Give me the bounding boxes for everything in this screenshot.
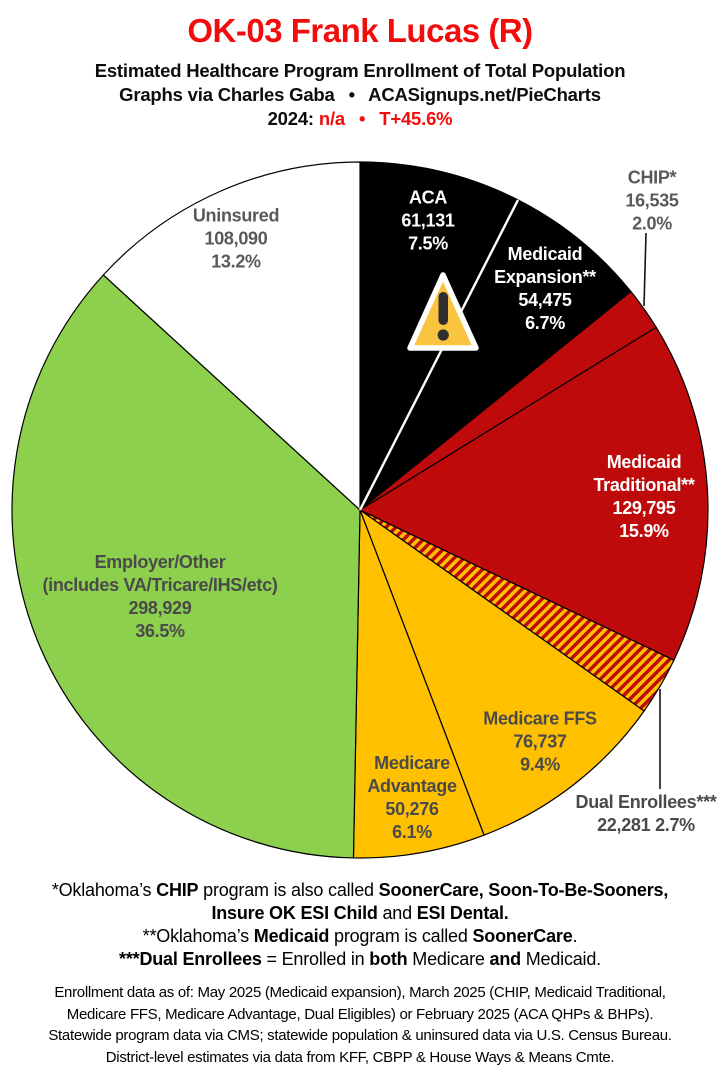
slice-pct: 2.7% (655, 815, 695, 835)
slice-name: Advantage (367, 776, 457, 796)
slice-label-medicare-advantage: Medicare Advantage 50,276 6.1% (367, 752, 457, 844)
black-slices-divider (358, 199, 520, 511)
slice-pct: 7.5% (408, 233, 448, 254)
fine-print-line: District-level estimates via data from K… (105, 1048, 615, 1066)
slice-pct: 9.4% (520, 754, 560, 775)
slice-name: Employer/Other (94, 552, 226, 572)
slice-value: 50,276 (385, 799, 439, 819)
subtitle-line-3: 2024: n/a • T+45.6% (267, 108, 453, 129)
slice-pct: 6.1% (392, 822, 432, 842)
slice-value: 108,090 (204, 228, 268, 249)
slice-label-chip: CHIP* 16,535 2.0% (625, 167, 679, 236)
slice-pct: 6.7% (525, 313, 565, 333)
slice-name: (includes VA/Tricare/IHS/etc) (42, 575, 278, 595)
slice-value: 76,737 (513, 731, 567, 752)
pie-slice-medicaid-traditional (359, 326, 709, 661)
leader-lines (643, 232, 661, 789)
fine-print-line: Statewide program data via CMS; statewid… (48, 1027, 672, 1044)
header: OK-03 Frank Lucas (R) Estimated Healthca… (0, 12, 720, 131)
subtitle-line-2: Graphs via Charles Gaba • ACASignups.net… (119, 84, 601, 105)
leader-line-chip (643, 232, 647, 307)
pie-slice-uninsured (102, 161, 361, 511)
slice-name: Uninsured (192, 205, 280, 226)
slice-name: Dual Enrollees*** (575, 792, 717, 812)
pie-slice-medicaid-expansion (359, 199, 632, 511)
slice-value: 129,795 (612, 498, 676, 518)
slice-label-medicaid-traditional: Medicaid Traditional** 129,795 15.9% (593, 451, 694, 543)
slice-value: 22,281 (597, 815, 651, 835)
pie-slice-medicare-ffs (359, 509, 645, 836)
slice-label-uninsured: Uninsured 108,090 13.2% (192, 205, 280, 274)
pie-slice-employer-other-includes-va-tricare-ihs-etc (11, 274, 361, 859)
footnote-line: *Oklahoma’s CHIP program is also called … (51, 880, 669, 900)
footnotes: *Oklahoma’s CHIP program is also called … (0, 879, 720, 971)
subtitle-line-1: Estimated Healthcare Program Enrollment … (94, 60, 626, 81)
footnote-line: ***Dual Enrollees = Enrolled in both Med… (119, 949, 601, 969)
slice-name: Traditional** (593, 475, 695, 495)
slice-value: 61,131 (401, 210, 455, 231)
slice-label-aca: ACA 61,131 7.5% (401, 187, 455, 256)
pie-slices (11, 161, 709, 859)
slice-value: 16,535 (625, 190, 679, 211)
page-title: OK-03 Frank Lucas (R) (187, 12, 533, 49)
slice-name: Medicare (374, 753, 450, 773)
slice-value: 54,475 (518, 290, 572, 310)
footnote-line: **Oklahoma’s Medicaid program is called … (142, 926, 578, 946)
slice-pct: 15.9% (619, 521, 669, 541)
slice-value-pct: 22,281 2.7% (576, 814, 717, 837)
slice-name: CHIP* (627, 167, 677, 188)
slice-label-dual-enrollees: Dual Enrollees*** 22,281 2.7% (576, 791, 717, 837)
fine-print-line: Enrollment data as of: May 2025 (Medicai… (54, 984, 666, 1001)
slice-name: Medicaid (606, 452, 682, 472)
footnote-line: Insure OK ESI Child and ESI Dental. (211, 903, 509, 923)
slice-name: Medicaid (507, 244, 583, 264)
slice-pct: 36.5% (135, 621, 185, 641)
warning-icon (407, 272, 479, 351)
slice-value: 298,929 (128, 598, 192, 618)
pie-slice-medicare-advantage (352, 509, 485, 859)
slice-label-employer-other-includes-va-tricare-ihs-etc: Employer/Other (includes VA/Tricare/IHS/e… (42, 551, 277, 643)
slice-name: Medicare FFS (483, 708, 597, 729)
slice-pct: 13.2% (211, 251, 261, 272)
slice-label-medicaid-expansion: Medicaid Expansion** 54,475 6.7% (494, 243, 596, 335)
fine-print-line: Medicare FFS, Medicare Advantage, Dual E… (66, 1005, 654, 1023)
slice-label-medicare-ffs: Medicare FFS 76,737 9.4% (483, 708, 597, 777)
slice-name: ACA (408, 187, 448, 208)
slice-pct: 2.0% (632, 213, 672, 234)
fine-print: Enrollment data as of: May 2025 (Medicai… (0, 982, 720, 1068)
slice-name: Expansion** (494, 267, 596, 287)
